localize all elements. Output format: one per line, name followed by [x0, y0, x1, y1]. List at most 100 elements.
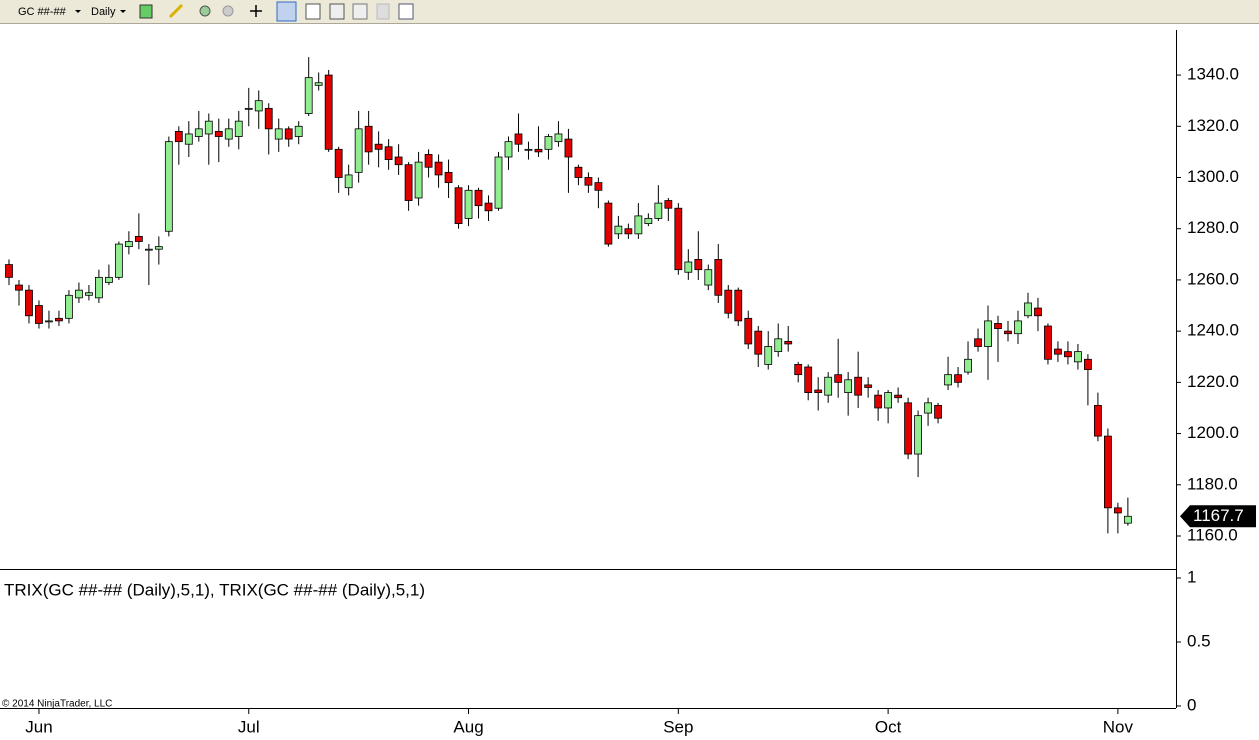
candle-body: [964, 358, 972, 373]
data-box-button[interactable]: [305, 3, 321, 20]
candle-body: [224, 128, 233, 140]
candle-body: [154, 246, 163, 250]
candle-body: [744, 317, 753, 345]
drawing-tool-button[interactable]: [168, 3, 184, 19]
candle-body: [15, 284, 23, 291]
candle-body: [684, 261, 693, 273]
y-tick-label: 1200.0: [1187, 423, 1239, 442]
instrument-selector[interactable]: GC ##-##: [18, 6, 67, 18]
candle-body: [864, 384, 873, 388]
candle-body: [334, 148, 343, 178]
candle-body: [404, 164, 413, 201]
candle-body: [584, 177, 593, 186]
candle-body: [774, 338, 783, 353]
candle-body: [434, 161, 443, 176]
window-button[interactable]: [398, 3, 414, 20]
strategy-button[interactable]: [222, 5, 234, 17]
candle-body: [284, 128, 293, 140]
candle-body: [354, 128, 363, 173]
x-tick-label: Jun: [25, 717, 52, 736]
candle-body: [464, 189, 473, 219]
candle-body: [144, 248, 153, 251]
candle-body: [784, 340, 793, 345]
zoom-button[interactable]: [276, 1, 297, 22]
candle-body: [994, 323, 1002, 329]
candle-body: [234, 120, 243, 137]
candle-body: [324, 74, 333, 150]
candle-body: [494, 156, 503, 209]
last-price-label: 1167.7: [1193, 506, 1244, 525]
candle-body: [754, 330, 763, 355]
copyright: © 2014 NinjaTrader, LLC: [2, 699, 112, 710]
indicator-button[interactable]: [199, 5, 211, 17]
candle-body: [1103, 435, 1112, 509]
candle-body: [1024, 302, 1032, 317]
candle-body: [194, 128, 203, 137]
candle-body: [604, 202, 613, 245]
dropdown-arrow[interactable]: [120, 10, 126, 13]
candle-body: [5, 264, 13, 278]
analyzer-button[interactable]: [352, 3, 368, 20]
candle-body: [304, 77, 313, 114]
candle-body: [904, 402, 912, 455]
period-selector[interactable]: Daily: [91, 6, 116, 18]
toolbar-icons[interactable]: [139, 1, 414, 22]
candle-body: [254, 100, 263, 112]
candle-body: [114, 243, 123, 278]
y-tick-label: 1320.0: [1187, 116, 1239, 135]
candle-body: [45, 320, 53, 323]
candle-body: [914, 415, 922, 455]
candle-body: [594, 182, 603, 191]
candle-body: [85, 292, 93, 296]
candle-body: [634, 215, 643, 235]
candle-body: [75, 289, 83, 299]
y-tick-label: 0: [1187, 695, 1196, 714]
properties-button[interactable]: [329, 3, 345, 20]
order-button[interactable]: [376, 3, 390, 20]
candle-body: [55, 317, 63, 322]
candle-body: [614, 225, 623, 235]
y-tick-label: 0.5: [1187, 631, 1211, 650]
toolbar: [0, 0, 1259, 23]
candle-body: [814, 389, 823, 393]
candle-body: [1004, 330, 1012, 335]
candle-body: [384, 146, 393, 160]
candle-body: [644, 218, 653, 224]
candle-body: [124, 241, 133, 248]
candle-body: [424, 154, 433, 168]
candle-body: [294, 125, 303, 137]
x-tick-label: Oct: [875, 717, 902, 736]
candle-body: [184, 133, 193, 145]
candle-body: [134, 235, 143, 242]
chart-style-button[interactable]: [139, 4, 153, 19]
dropdown-arrow[interactable]: [75, 10, 81, 13]
candle-body: [944, 374, 952, 386]
candle-body: [274, 128, 283, 140]
candle-body: [1014, 320, 1022, 335]
candle-body: [1094, 404, 1102, 437]
y-tick-label: 1240.0: [1187, 321, 1239, 340]
candle-body: [364, 125, 373, 153]
candle-body: [344, 174, 353, 189]
crosshair-button[interactable]: [250, 5, 262, 17]
candle-body: [854, 376, 863, 396]
candle-body: [1044, 325, 1052, 360]
candle-body: [894, 394, 903, 399]
x-tick-label: Jul: [238, 717, 260, 736]
candle-body: [35, 305, 43, 324]
candle-body: [174, 131, 183, 143]
candle-body: [764, 346, 773, 365]
candle-body: [714, 259, 723, 296]
candle-body: [844, 379, 853, 393]
candle-body: [164, 141, 173, 232]
candle-body: [214, 131, 223, 137]
y-tick-label: 1160.0: [1187, 525, 1238, 544]
candle-body: [824, 376, 833, 396]
candle-body: [704, 269, 713, 286]
candle-body: [544, 136, 553, 150]
candle-body: [1054, 348, 1062, 355]
candle-body: [924, 402, 932, 414]
candle-body: [504, 141, 513, 158]
candle-body: [514, 133, 523, 145]
candle-body: [974, 338, 982, 347]
